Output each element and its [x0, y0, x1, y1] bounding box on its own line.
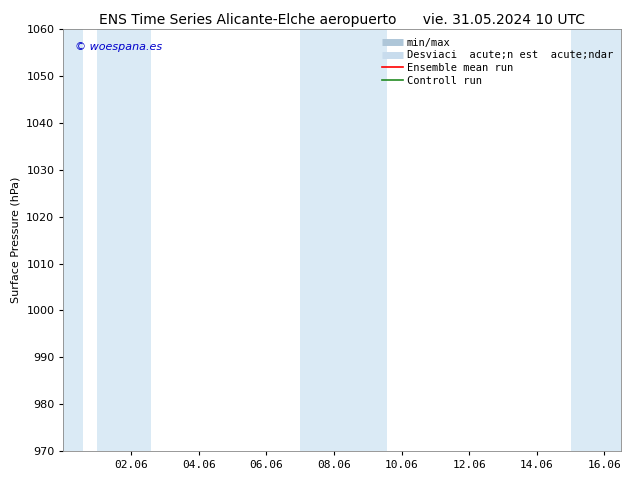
Y-axis label: Surface Pressure (hPa): Surface Pressure (hPa): [11, 177, 21, 303]
Title: ENS Time Series Alicante-Elche aeropuerto      vie. 31.05.2024 10 UTC: ENS Time Series Alicante-Elche aeropuert…: [100, 13, 585, 27]
Text: © woespana.es: © woespana.es: [75, 42, 162, 52]
Legend: min/max, Desviaci  acute;n est  acute;ndar, Ensemble mean run, Controll run: min/max, Desviaci acute;n est acute;ndar…: [378, 35, 616, 89]
Bar: [571, 29, 621, 451]
Bar: [300, 29, 387, 451]
Bar: [63, 29, 83, 451]
Bar: [97, 29, 151, 451]
